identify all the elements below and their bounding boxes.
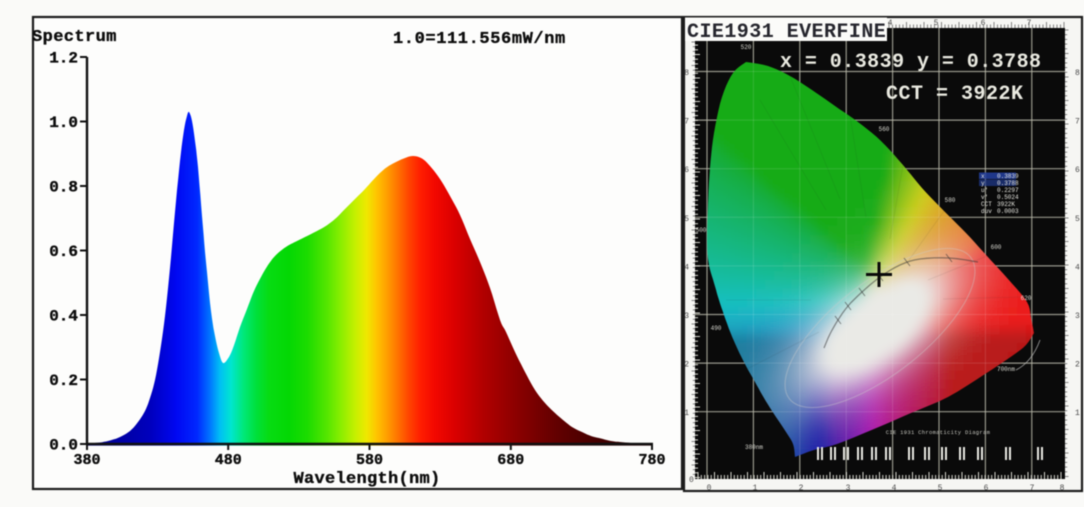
svg-text:560: 560 [879, 126, 890, 133]
svg-text:Wavelength(nm): Wavelength(nm) [293, 470, 440, 489]
svg-text:CCT = 3922K: CCT = 3922K [886, 83, 1024, 106]
svg-text:x: x [981, 173, 985, 180]
svg-text:780: 780 [638, 452, 665, 469]
svg-text:1.0=111.556mW/nm: 1.0=111.556mW/nm [393, 30, 566, 49]
svg-text:duv: duv [981, 208, 992, 215]
svg-text:3: 3 [846, 484, 851, 493]
svg-text:6: 6 [984, 484, 989, 493]
svg-text:5: 5 [1075, 215, 1080, 224]
svg-text:0.3839: 0.3839 [997, 173, 1019, 180]
svg-text:Spectrum: Spectrum [32, 28, 117, 47]
svg-text:0.5024: 0.5024 [997, 194, 1019, 201]
svg-text:480: 480 [215, 452, 242, 469]
svg-text:0.2297: 0.2297 [997, 187, 1019, 194]
svg-text:5: 5 [934, 19, 939, 28]
svg-text:0.8: 0.8 [49, 179, 78, 197]
svg-text:4: 4 [1075, 263, 1080, 272]
svg-text:x = 0.3839 y = 0.3788: x = 0.3839 y = 0.3788 [780, 51, 1042, 74]
svg-text:6: 6 [1075, 166, 1080, 175]
svg-text:2: 2 [1075, 361, 1080, 370]
svg-text:CIE 1931 Chromaticity Diagram: CIE 1931 Chromaticity Diagram [886, 429, 991, 436]
svg-text:1.0: 1.0 [49, 114, 78, 132]
svg-text:4: 4 [892, 484, 897, 493]
svg-text:4: 4 [888, 19, 893, 28]
svg-text:380nm: 380nm [745, 444, 763, 451]
svg-text:1.2: 1.2 [49, 50, 78, 68]
svg-text:620: 620 [1021, 295, 1032, 302]
svg-text:8: 8 [1060, 484, 1065, 493]
svg-text:5: 5 [684, 215, 689, 224]
svg-text:2: 2 [799, 484, 804, 493]
svg-text:680: 680 [497, 452, 524, 469]
svg-text:2: 2 [684, 361, 689, 370]
svg-text:0.0: 0.0 [49, 437, 78, 455]
svg-text:7: 7 [1075, 118, 1080, 127]
svg-text:7: 7 [1027, 19, 1032, 28]
svg-text:8: 8 [1075, 69, 1080, 78]
svg-text:580: 580 [356, 452, 383, 469]
svg-text:y: y [981, 180, 985, 187]
svg-text:0.0003: 0.0003 [997, 208, 1019, 215]
svg-text:520: 520 [741, 44, 752, 51]
svg-text:580: 580 [945, 197, 956, 204]
svg-text:6: 6 [684, 166, 689, 175]
svg-text:0.3788: 0.3788 [997, 180, 1019, 187]
svg-text:0: 0 [689, 476, 694, 485]
svg-text:490: 490 [711, 325, 722, 332]
svg-text:u': u' [981, 187, 988, 194]
svg-text:5: 5 [938, 484, 943, 493]
svg-text:0.4: 0.4 [49, 308, 78, 326]
svg-text:8: 8 [684, 69, 689, 78]
svg-text:3: 3 [1075, 312, 1080, 321]
svg-text:0: 0 [707, 484, 712, 493]
svg-text:500: 500 [696, 227, 707, 234]
svg-text:6: 6 [981, 19, 986, 28]
svg-text:600: 600 [991, 244, 1002, 251]
svg-text:3922K: 3922K [997, 201, 1015, 208]
svg-text:CIE1931 EVERFINE: CIE1931 EVERFINE [687, 21, 886, 44]
svg-text:4: 4 [684, 263, 689, 272]
svg-text:1: 1 [753, 484, 758, 493]
svg-text:7: 7 [684, 118, 689, 127]
svg-text:700nm: 700nm [997, 366, 1015, 373]
svg-text:v': v' [981, 194, 988, 201]
svg-text:380: 380 [73, 452, 100, 469]
svg-text:7: 7 [1030, 484, 1035, 493]
svg-text:3: 3 [684, 312, 689, 321]
svg-text:1: 1 [1075, 409, 1080, 418]
svg-text:1: 1 [684, 409, 689, 418]
svg-text:0.2: 0.2 [49, 372, 78, 390]
svg-text:CCT: CCT [981, 201, 992, 208]
svg-text:0.6: 0.6 [49, 243, 78, 261]
